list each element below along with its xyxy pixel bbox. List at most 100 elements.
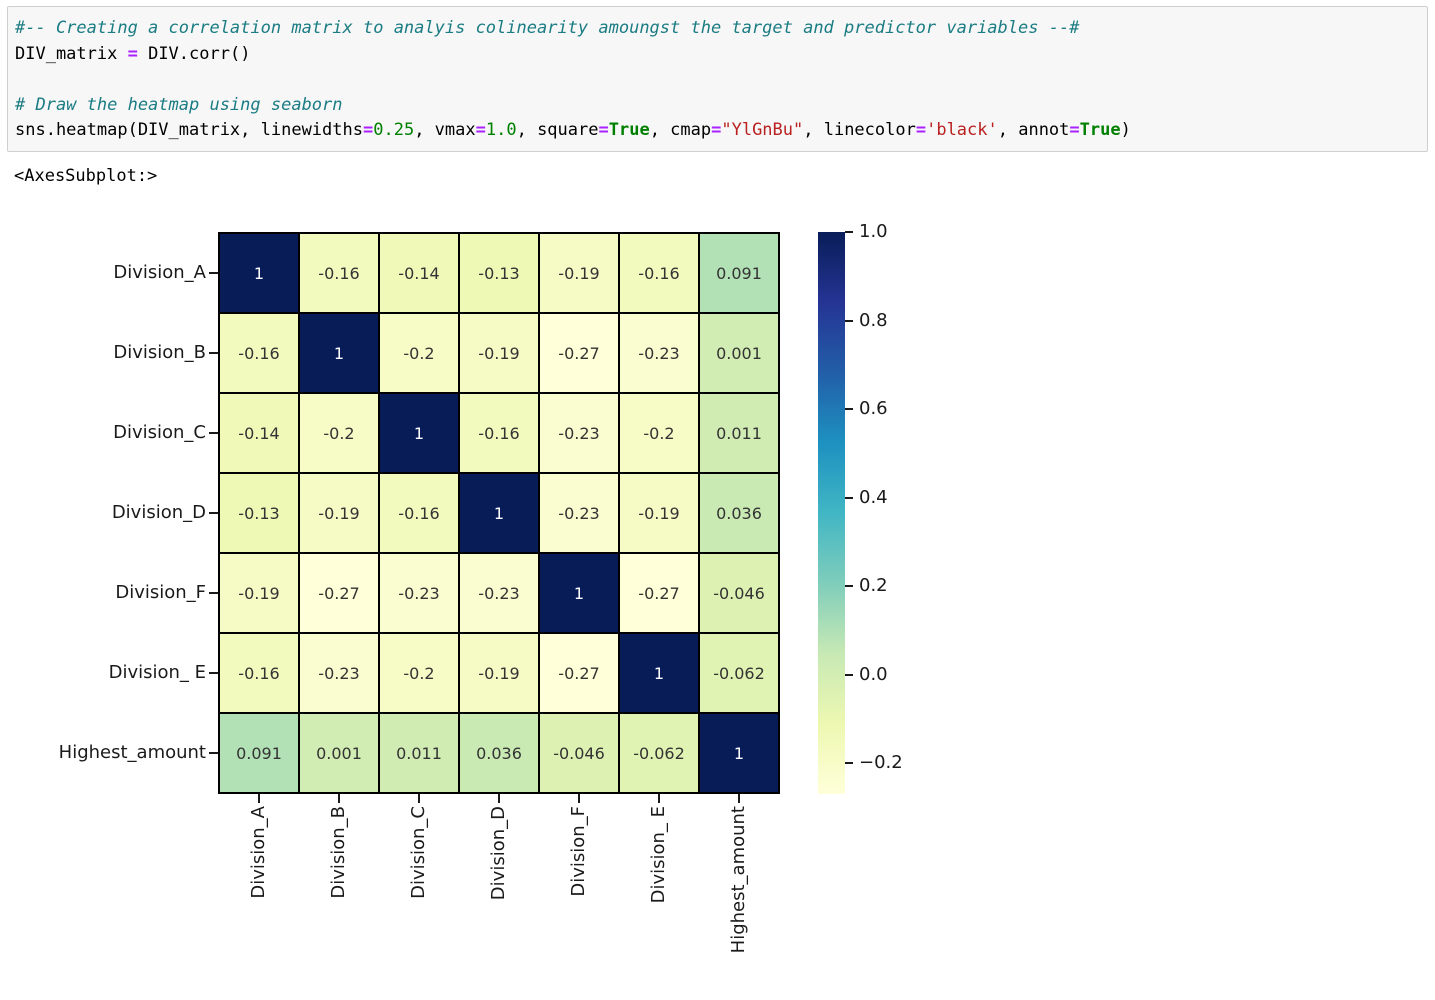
y-tick-mark xyxy=(209,512,218,514)
y-tick-mark xyxy=(209,672,218,674)
heatmap-cell: -0.14 xyxy=(380,234,458,312)
colorbar-tick-mark xyxy=(845,319,853,322)
x-tick-label: Highest_amount xyxy=(728,806,749,954)
heatmap-cell: -0.2 xyxy=(620,394,698,472)
colorbar-tick-mark xyxy=(845,231,853,233)
heatmap-cell: -0.19 xyxy=(540,234,618,312)
heatmap-cell: 1 xyxy=(220,234,298,312)
heatmap-cell: -0.23 xyxy=(460,554,538,632)
heatmap-cell: 0.091 xyxy=(220,714,298,792)
heatmap-cell: 0.011 xyxy=(700,394,778,472)
x-tick-mark xyxy=(498,794,500,803)
heatmap-cell: -0.19 xyxy=(620,474,698,552)
heatmap-cell: -0.16 xyxy=(220,634,298,712)
x-tick-mark xyxy=(738,794,740,803)
heatmap-cell: -0.23 xyxy=(540,394,618,472)
heatmap-cell: -0.062 xyxy=(620,714,698,792)
x-tick-label: Division_ E xyxy=(648,806,669,904)
heatmap-cell: -0.19 xyxy=(460,634,538,712)
colorbar-tick-label: 0.6 xyxy=(859,398,888,419)
x-tick-mark xyxy=(258,794,260,803)
heatmap-cell: -0.046 xyxy=(540,714,618,792)
heatmap-cell: 1 xyxy=(620,634,698,712)
heatmap-cell: -0.27 xyxy=(540,314,618,392)
heatmap-cell: 0.091 xyxy=(700,234,778,312)
heatmap-cell: -0.23 xyxy=(540,474,618,552)
heatmap-cell: -0.16 xyxy=(380,474,458,552)
x-tick-mark xyxy=(338,794,340,803)
colorbar-tick-mark xyxy=(845,673,853,676)
y-tick-mark xyxy=(209,432,218,434)
y-tick-label: Division_A xyxy=(113,262,206,283)
heatmap-cell: -0.27 xyxy=(300,554,378,632)
x-tick-mark xyxy=(418,794,420,803)
y-tick-label: Highest_amount xyxy=(58,742,206,763)
heatmap-cell: -0.16 xyxy=(220,314,298,392)
heatmap-cell: -0.19 xyxy=(460,314,538,392)
code-cell[interactable]: #-- Creating a correlation matrix to ana… xyxy=(7,6,1428,152)
code-line: DIV_matrix = DIV.corr() xyxy=(15,43,251,64)
heatmap-cell: 0.001 xyxy=(300,714,378,792)
heatmap-cell: -0.2 xyxy=(380,314,458,392)
heatmap-cell: 0.036 xyxy=(700,474,778,552)
heatmap-cell: -0.13 xyxy=(220,474,298,552)
heatmap-cell: -0.23 xyxy=(300,634,378,712)
x-tick-label: Division_D xyxy=(488,806,509,901)
heatmap-cell: -0.13 xyxy=(460,234,538,312)
heatmap-cell: -0.2 xyxy=(380,634,458,712)
heatmap-cell: 0.036 xyxy=(460,714,538,792)
execution-result-text: <AxesSubplot:> xyxy=(14,166,158,186)
heatmap-cell: -0.2 xyxy=(300,394,378,472)
y-tick-mark xyxy=(209,752,218,754)
heatmap-cell: -0.046 xyxy=(700,554,778,632)
heatmap-cell: 0.011 xyxy=(380,714,458,792)
code-line: # Draw the heatmap using seaborn xyxy=(15,94,343,115)
colorbar-tick-label: 0.4 xyxy=(859,486,888,508)
heatmap-cell: -0.16 xyxy=(620,234,698,312)
heatmap-cell: -0.23 xyxy=(380,554,458,632)
colorbar-tick-mark xyxy=(845,585,853,588)
heatmap-cell: 0.001 xyxy=(700,314,778,392)
y-tick-mark xyxy=(209,592,218,594)
colorbar-tick-label: 0.8 xyxy=(859,309,888,331)
heatmap-cell: 1 xyxy=(700,714,778,792)
heatmap-cell: -0.14 xyxy=(220,394,298,472)
colorbar xyxy=(818,232,845,794)
heatmap-cell: 1 xyxy=(460,474,538,552)
y-tick-label: Division_D xyxy=(111,502,206,523)
colorbar-tick-label: −0.2 xyxy=(859,752,903,774)
heatmap-cell: -0.27 xyxy=(540,634,618,712)
colorbar-tick-mark xyxy=(845,408,853,410)
heatmap-grid: 1 -0.16 -0.14 -0.13 -0.19 -0.16 0.091 -0.16 1 -0.… xyxy=(218,232,780,794)
colorbar-tick-label: 0.0 xyxy=(859,663,888,685)
colorbar-tick-label: 1.0 xyxy=(859,221,888,242)
x-tick-label: Division_C xyxy=(408,806,429,899)
code-lines: #-- Creating a correlation matrix to ana… xyxy=(15,16,1419,144)
colorbar-tick-label: 0.2 xyxy=(859,575,888,597)
y-tick-mark xyxy=(209,352,218,354)
heatmap-cell: -0.16 xyxy=(300,234,378,312)
heatmap-cell: 1 xyxy=(540,554,618,632)
y-tick-label: Division_C xyxy=(113,422,206,443)
heatmap-figure: 1 -0.16 -0.14 -0.13 -0.19 -0.16 0.091 -0.16 1 -0.… xyxy=(0,220,1435,1000)
heatmap-cell: -0.23 xyxy=(620,314,698,392)
heatmap-cell: -0.19 xyxy=(300,474,378,552)
code-line xyxy=(15,67,1419,93)
colorbar-tick-mark xyxy=(845,496,853,499)
y-tick-label: Division_F xyxy=(115,582,206,603)
heatmap-cell: 1 xyxy=(300,314,378,392)
x-tick-mark xyxy=(658,794,660,803)
colorbar-tick-mark xyxy=(845,762,853,765)
heatmap-cell: -0.27 xyxy=(620,554,698,632)
y-tick-label: Division_B xyxy=(113,342,206,363)
x-tick-label: Division_A xyxy=(248,806,269,899)
heatmap-cell: -0.19 xyxy=(220,554,298,632)
y-tick-mark xyxy=(209,272,218,274)
heatmap-cell: -0.16 xyxy=(460,394,538,472)
heatmap-cell: 1 xyxy=(380,394,458,472)
x-tick-mark xyxy=(578,794,580,803)
x-tick-label: Division_B xyxy=(328,806,349,899)
y-tick-label: Division_ E xyxy=(108,662,206,683)
code-line: #-- Creating a correlation matrix to ana… xyxy=(15,18,1080,38)
x-tick-label: Division_F xyxy=(568,806,589,897)
